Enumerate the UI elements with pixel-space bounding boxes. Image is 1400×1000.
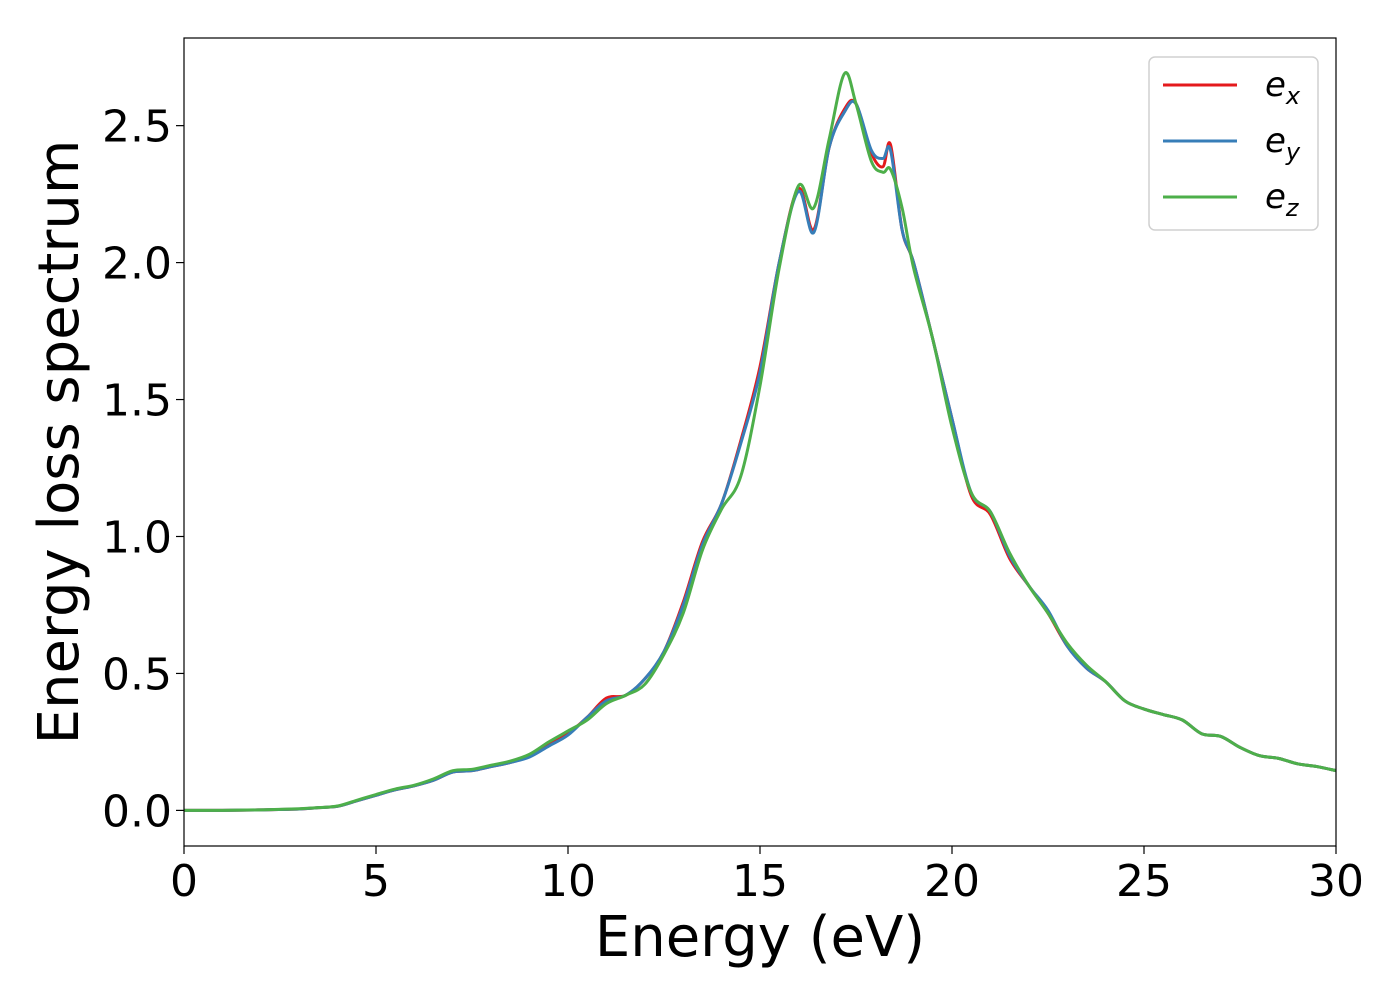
- legend-box: [1148, 56, 1319, 231]
- y-tick-label: 2.5: [102, 102, 172, 153]
- y-axis-title: Energy loss spectrum: [27, 140, 92, 745]
- x-tick-label: 20: [924, 856, 980, 907]
- x-tick-label: 25: [1116, 856, 1172, 907]
- x-tick-label: 30: [1308, 856, 1364, 907]
- y-tick-label: 2.0: [102, 239, 172, 290]
- x-tick-label: 5: [362, 856, 390, 907]
- x-tick-label: 0: [170, 856, 198, 907]
- legend-label-e-x: ex: [1265, 65, 1301, 110]
- legend: ex ey ez: [1148, 56, 1319, 231]
- legend-label-e-z: ez: [1265, 177, 1300, 222]
- y-tick-label: 0.0: [102, 786, 172, 837]
- y-tick-label: 1.5: [102, 376, 172, 427]
- y-tick-label: 0.5: [102, 649, 172, 700]
- series-line-e-z: [184, 71, 1336, 812]
- legend-label-e-y: ey: [1265, 121, 1301, 166]
- y-tick-label: 1.0: [102, 512, 172, 563]
- series-layer: [184, 71, 1336, 812]
- x-tick-label: 15: [732, 856, 788, 907]
- x-tick-label: 10: [540, 856, 596, 907]
- x-axis-title: Energy (eV): [595, 905, 925, 970]
- y-axis: 0.0 0.5 1.0 1.5 2.0 2.5: [102, 102, 184, 837]
- x-axis: 0 5 10 15 20 25 30: [170, 846, 1364, 907]
